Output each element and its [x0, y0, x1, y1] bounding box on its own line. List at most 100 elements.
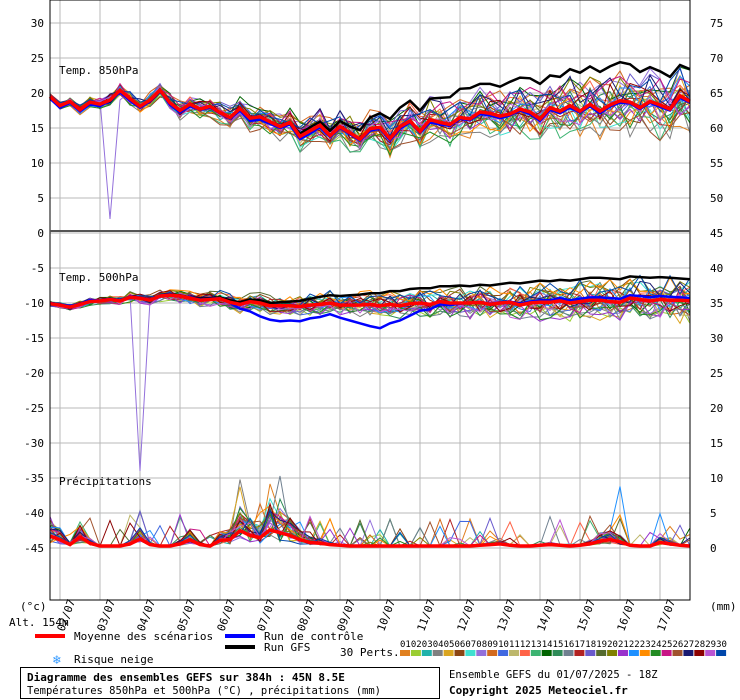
- pert-number: 11: [509, 640, 520, 650]
- right-tick-label: 15: [710, 437, 723, 450]
- pert-number: 17: [574, 640, 585, 650]
- legend-snow-label: Risque neige: [74, 653, 153, 666]
- left-tick-label: -45: [24, 542, 44, 555]
- pert-swatch: [672, 650, 683, 656]
- pert-swatch: [432, 650, 443, 656]
- right-tick-label: 25: [710, 367, 723, 380]
- left-tick-label: 20: [31, 87, 44, 100]
- pert-swatch: [421, 650, 432, 656]
- member-500-line: [49, 290, 691, 313]
- left-tick-label: -15: [24, 332, 44, 345]
- left-tick-label: -40: [24, 507, 44, 520]
- panel-label-850: Temp. 850hPa: [59, 64, 138, 77]
- pert-swatch: [596, 650, 607, 656]
- pert-swatch: [705, 650, 716, 656]
- pert-swatch: [476, 650, 487, 656]
- pert-swatch: [694, 650, 705, 656]
- pert-swatch: [661, 650, 672, 656]
- left-tick-label: -25: [24, 402, 44, 415]
- pert-swatch: [443, 650, 454, 656]
- pert-swatch: [410, 650, 421, 656]
- pert-swatch: [519, 650, 530, 656]
- chart-subtitle: Températures 850hPa et 500hPa (°C) , pré…: [27, 685, 382, 697]
- pert-number: 06: [455, 640, 466, 650]
- pert-swatch: [716, 650, 727, 656]
- pert-swatch: [574, 650, 585, 656]
- legend-gfs-label: Run GFS: [264, 641, 310, 654]
- pert-number: 01: [400, 640, 411, 650]
- pert-swatch: [465, 650, 476, 656]
- pert-number: 03: [422, 640, 433, 650]
- pert-number: 05: [444, 640, 455, 650]
- pert-number: 29: [705, 640, 716, 650]
- legend-mean-label: Moyenne des scénarios: [74, 630, 213, 643]
- pert-swatch: [628, 650, 639, 656]
- pert-number: 23: [640, 640, 651, 650]
- pert-number: 10: [498, 640, 509, 650]
- pert-number: 12: [520, 640, 531, 650]
- pert-number: 02: [411, 640, 422, 650]
- right-tick-label: 45: [710, 227, 723, 240]
- pert-swatch: [639, 650, 650, 656]
- member-850-line: [49, 82, 691, 145]
- panel-label-500: Temp. 500hPa: [59, 271, 138, 284]
- left-tick-label: 10: [31, 157, 44, 170]
- right-tick-label: 5: [710, 507, 717, 520]
- pert-number: 16: [564, 640, 575, 650]
- pert-number: 27: [683, 640, 694, 650]
- right-tick-label: 0: [710, 542, 717, 555]
- left-axis-ticks: 30 25 20 15 10 5 0 -5 -10 -15 -20 -25 -30 -35 -40 -45: [24, 17, 44, 555]
- plot-frame: [49, 0, 691, 601]
- pert-swatch: [530, 650, 541, 656]
- member-850-line: [49, 85, 691, 149]
- member-500-line: [49, 294, 691, 321]
- panel-label-precip: Précipitations: [59, 475, 152, 488]
- pert-number: 13: [531, 640, 542, 650]
- pert-number: 24: [651, 640, 662, 650]
- right-tick-label: 70: [710, 52, 723, 65]
- right-tick-label: 75: [710, 17, 723, 30]
- ensemble-run-info: Ensemble GEFS du 01/07/2025 - 18Z: [449, 669, 658, 681]
- left-tick-label: 15: [31, 122, 44, 135]
- left-tick-label: -20: [24, 367, 44, 380]
- copyright: Copyright 2025 Meteociel.fr: [449, 684, 628, 697]
- pert-swatch: [683, 650, 694, 656]
- legend: Moyenne des scénarios Run de contrôle Ru…: [35, 630, 400, 668]
- pert-number: 19: [596, 640, 607, 650]
- left-tick-label: -30: [24, 437, 44, 450]
- pert-number: 04: [433, 640, 444, 650]
- pert-number: 09: [487, 640, 498, 650]
- pert-swatch: [498, 650, 509, 656]
- left-tick-label: -35: [24, 472, 44, 485]
- pert-swatch: [552, 650, 563, 656]
- pert-number: 28: [694, 640, 705, 650]
- pert-swatch: [487, 650, 498, 656]
- pert-swatch: [650, 650, 661, 656]
- left-tick-label: 30: [31, 17, 44, 30]
- pert-swatch: [509, 650, 519, 656]
- pert-swatch: [563, 650, 574, 656]
- left-tick-label: -5: [31, 262, 44, 275]
- snowflake-icon: ❄: [52, 653, 61, 668]
- pert-number: 21: [618, 640, 629, 650]
- right-tick-label: 30: [710, 332, 723, 345]
- main-series: [48, 60, 691, 548]
- pert-number: 07: [465, 640, 476, 650]
- legend-control-label: Run de contrôle: [264, 630, 363, 643]
- pert-number: 20: [607, 640, 618, 650]
- left-unit: (°c): [20, 600, 47, 613]
- chart-title: Diagramme des ensembles GEFS sur 384h : …: [27, 671, 345, 684]
- left-tick-label: 25: [31, 52, 44, 65]
- left-tick-label: 5: [37, 192, 44, 205]
- right-tick-label: 40: [710, 262, 723, 275]
- pert-number: 14: [542, 640, 553, 650]
- pert-swatch: [585, 650, 596, 656]
- pert-number: 08: [476, 640, 487, 650]
- mean-500-line: [49, 293, 691, 310]
- right-tick-label: 65: [710, 87, 723, 100]
- pert-swatch: [454, 650, 465, 656]
- right-tick-label: 10: [710, 472, 723, 485]
- right-tick-label: 20: [710, 402, 723, 415]
